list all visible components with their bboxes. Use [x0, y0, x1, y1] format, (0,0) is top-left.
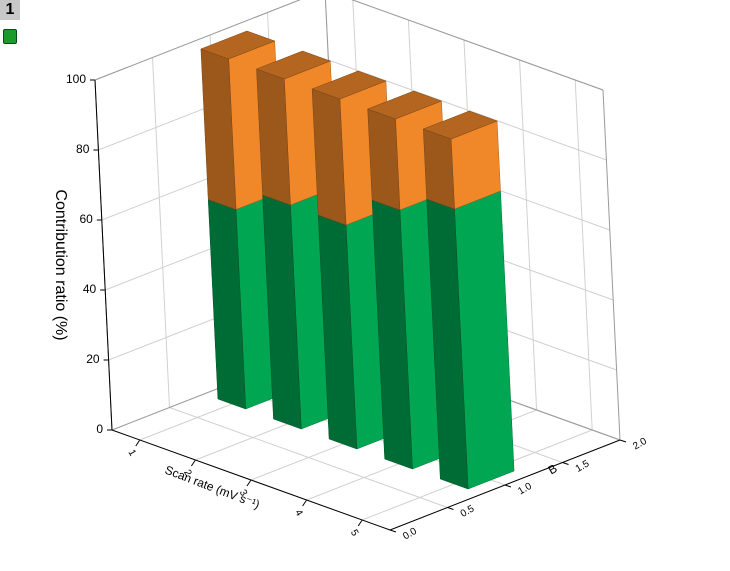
- y-tick-label: 20: [86, 352, 100, 366]
- x-tick: [190, 459, 196, 467]
- depth-tick: [389, 529, 397, 533]
- y-tick-label: 100: [66, 72, 86, 86]
- depth-tick-label: 0.5: [459, 503, 477, 520]
- x-tick: [135, 439, 141, 447]
- y-tick-label: 60: [79, 212, 93, 226]
- x-tick: [357, 519, 363, 527]
- x-axis: [111, 429, 391, 531]
- depth-tick: [504, 484, 512, 488]
- x-tick-label: 4: [292, 508, 305, 519]
- depth-tick-label: 1.5: [574, 458, 592, 475]
- frame-edge: [351, 0, 604, 91]
- bar-top: [366, 90, 443, 120]
- x-tick-label: 1: [126, 448, 139, 459]
- bar-top: [311, 70, 387, 100]
- grid-line: [169, 407, 448, 508]
- x-tick-label: 2: [181, 468, 194, 479]
- depth-tick-label: 1.0: [516, 481, 534, 498]
- grid-line: [519, 59, 538, 411]
- bar-side: [423, 128, 455, 210]
- depth-tick-label: 2.0: [631, 436, 649, 453]
- grid-line: [152, 57, 170, 408]
- x-tick-label: 3: [237, 488, 250, 499]
- y-axis-title: Contribution ratio (%): [52, 189, 69, 340]
- depth-axis: [389, 439, 621, 531]
- depth-tick-label: 0.0: [401, 526, 419, 543]
- x-tick: [302, 499, 308, 507]
- grid-line: [574, 79, 593, 431]
- depth-tick: [562, 462, 569, 465]
- lock-icon: [3, 29, 17, 44]
- x-tick-label: 5: [348, 528, 361, 539]
- y-tick-label: 40: [83, 282, 97, 296]
- frame-edge: [94, 0, 301, 81]
- depth-tick: [619, 439, 627, 443]
- x-tick: [246, 479, 252, 487]
- y-axis: [94, 79, 113, 431]
- frame-edge: [602, 89, 621, 441]
- depth-axis-title: B: [546, 461, 560, 477]
- page-badge: 1: [0, 0, 20, 20]
- depth-tick: [447, 507, 454, 510]
- y-tick-label: 0: [96, 422, 103, 436]
- bar-top: [255, 50, 332, 80]
- bar-top: [200, 30, 276, 60]
- bar-top: [422, 110, 498, 140]
- bar-side: [367, 108, 401, 211]
- y-tick-label: 80: [76, 142, 90, 156]
